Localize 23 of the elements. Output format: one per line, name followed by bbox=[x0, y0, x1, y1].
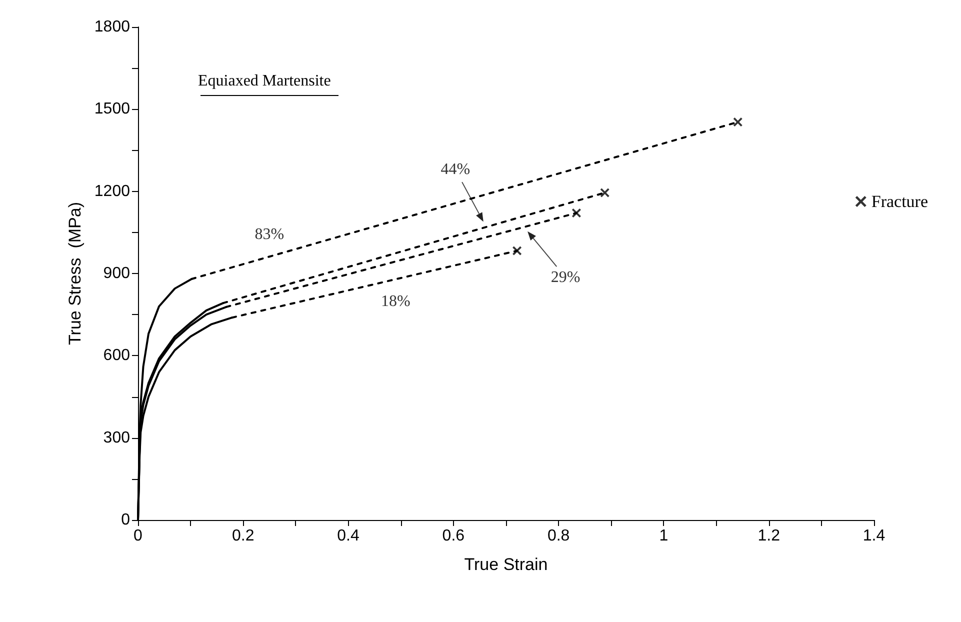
y-tick-label: 600 bbox=[103, 347, 130, 364]
x-tick-label: 0.6 bbox=[442, 528, 465, 544]
y-tick-label: 1800 bbox=[94, 18, 130, 36]
legend-label: Fracture bbox=[871, 192, 928, 211]
y-tick-label: 300 bbox=[103, 429, 130, 446]
x-tick-label: 0 bbox=[134, 528, 143, 544]
y-tick-label: 1200 bbox=[94, 182, 130, 200]
x-tick-label: 1 bbox=[659, 528, 668, 544]
x-tick-label: 1.4 bbox=[862, 528, 886, 544]
y-axis-title: True Stress (MPa) bbox=[66, 202, 85, 345]
x-tick-label: 0.2 bbox=[232, 528, 254, 544]
annotation: 83% bbox=[254, 226, 284, 244]
annotation: Equiaxed Martensite bbox=[198, 72, 331, 90]
y-tick-label: 900 bbox=[103, 265, 130, 282]
x-axis-title: True Strain bbox=[464, 555, 548, 574]
y-tick-label: 0 bbox=[121, 512, 130, 528]
x-tick-label: 0.8 bbox=[547, 528, 570, 544]
x-tick-label: 0.4 bbox=[337, 528, 360, 544]
x-tick-label: 1.2 bbox=[758, 528, 780, 544]
annotation: 44% bbox=[440, 161, 470, 178]
y-tick-label: 1500 bbox=[94, 100, 130, 118]
annotation: 18% bbox=[380, 293, 410, 310]
annotation: 29% bbox=[550, 268, 580, 286]
